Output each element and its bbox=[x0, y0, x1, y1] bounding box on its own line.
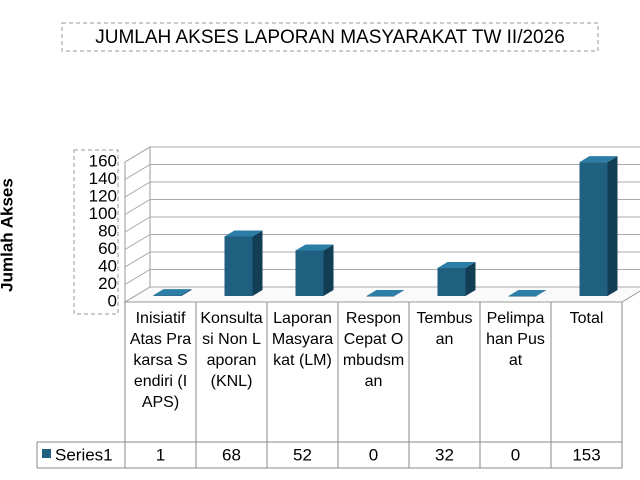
bar-front bbox=[437, 268, 466, 296]
x-tick-label: Pelimpahan Pusat bbox=[486, 310, 545, 369]
data-label: 0 bbox=[511, 445, 520, 464]
bar-front bbox=[295, 250, 324, 296]
x-tick-label: Total bbox=[569, 310, 604, 327]
x-tick-label: Laporan Masyarakat (LM) bbox=[271, 310, 334, 369]
category-cell: Total bbox=[569, 310, 604, 327]
bar-front bbox=[153, 295, 182, 296]
x-tick-label: Inisiatif Atas Prakarsa Sendiri (IAPS) bbox=[129, 310, 192, 411]
bar-side bbox=[607, 156, 618, 296]
data-label: 1 bbox=[156, 445, 165, 464]
x-tick-label: Konsultasi Non Laporan (KNL) bbox=[200, 310, 263, 390]
chart-title: JUMLAH AKSES LAPORAN MASYARAKAT TW II/20… bbox=[95, 27, 565, 48]
bar-top bbox=[508, 290, 547, 296]
bar-top bbox=[295, 244, 334, 251]
bar bbox=[579, 156, 618, 296]
legend-swatch bbox=[42, 449, 51, 458]
grid-line bbox=[124, 216, 640, 233]
data-label: 153 bbox=[572, 445, 600, 464]
bar-front bbox=[508, 296, 537, 297]
category-cell: Pelimpahan Pusat bbox=[486, 310, 545, 369]
bar bbox=[153, 289, 192, 296]
x-tick-label: Respon Cepat Ombudsman bbox=[342, 310, 405, 390]
bar-top bbox=[366, 290, 405, 296]
bar-top bbox=[579, 156, 618, 163]
data-label: 32 bbox=[435, 445, 454, 464]
y-tick-label: 160 bbox=[89, 151, 117, 170]
grid-line bbox=[124, 269, 640, 285]
bar bbox=[366, 290, 405, 297]
bar-top bbox=[437, 262, 476, 268]
y-axis-title: Jumlah Akses bbox=[0, 178, 16, 292]
bar-front bbox=[224, 236, 253, 296]
y-tick-label: 40 bbox=[98, 256, 117, 275]
y-tick-label: 20 bbox=[98, 274, 117, 293]
bar bbox=[508, 290, 547, 297]
bar bbox=[437, 262, 476, 296]
grid-line bbox=[124, 146, 640, 163]
legend-label: Series1 bbox=[55, 445, 113, 464]
bar-side bbox=[252, 230, 263, 296]
data-label: 0 bbox=[369, 445, 378, 464]
grid-line bbox=[124, 234, 640, 250]
grid-line bbox=[124, 199, 640, 215]
y-tick-label: 0 bbox=[108, 291, 117, 310]
y-tick-box bbox=[73, 149, 119, 315]
bar bbox=[295, 244, 334, 296]
bar-side bbox=[465, 262, 476, 296]
category-cell: Laporan Masyarakat (LM) bbox=[271, 310, 334, 369]
category-cell: Konsultasi Non Laporan (KNL) bbox=[200, 310, 263, 390]
grid-line bbox=[124, 286, 640, 303]
grid-line bbox=[124, 181, 640, 198]
bar-side bbox=[181, 289, 192, 296]
title-box bbox=[61, 22, 599, 52]
bar-front bbox=[579, 162, 608, 296]
category-cell: Inisiatif Atas Prakarsa Sendiri (IAPS) bbox=[129, 310, 192, 411]
data-label: 68 bbox=[222, 445, 241, 464]
bar-side bbox=[323, 244, 334, 296]
bar bbox=[224, 230, 263, 296]
y-tick-label: 120 bbox=[89, 186, 117, 205]
x-tick-label: Tembusan bbox=[416, 310, 473, 348]
y-tick-label: 60 bbox=[98, 239, 117, 258]
data-label: 52 bbox=[293, 445, 312, 464]
grid-line bbox=[124, 251, 640, 268]
y-tick-label: 80 bbox=[98, 221, 117, 240]
bar-front bbox=[366, 296, 395, 297]
y-tick-label: 100 bbox=[89, 204, 117, 223]
bar-top bbox=[153, 289, 192, 296]
category-cell: Tembusan bbox=[416, 310, 473, 348]
category-cell: Respon Cepat Ombudsman bbox=[342, 310, 405, 390]
y-tick-label: 140 bbox=[89, 169, 117, 188]
bar-top bbox=[224, 230, 263, 237]
grid-line bbox=[124, 164, 640, 180]
